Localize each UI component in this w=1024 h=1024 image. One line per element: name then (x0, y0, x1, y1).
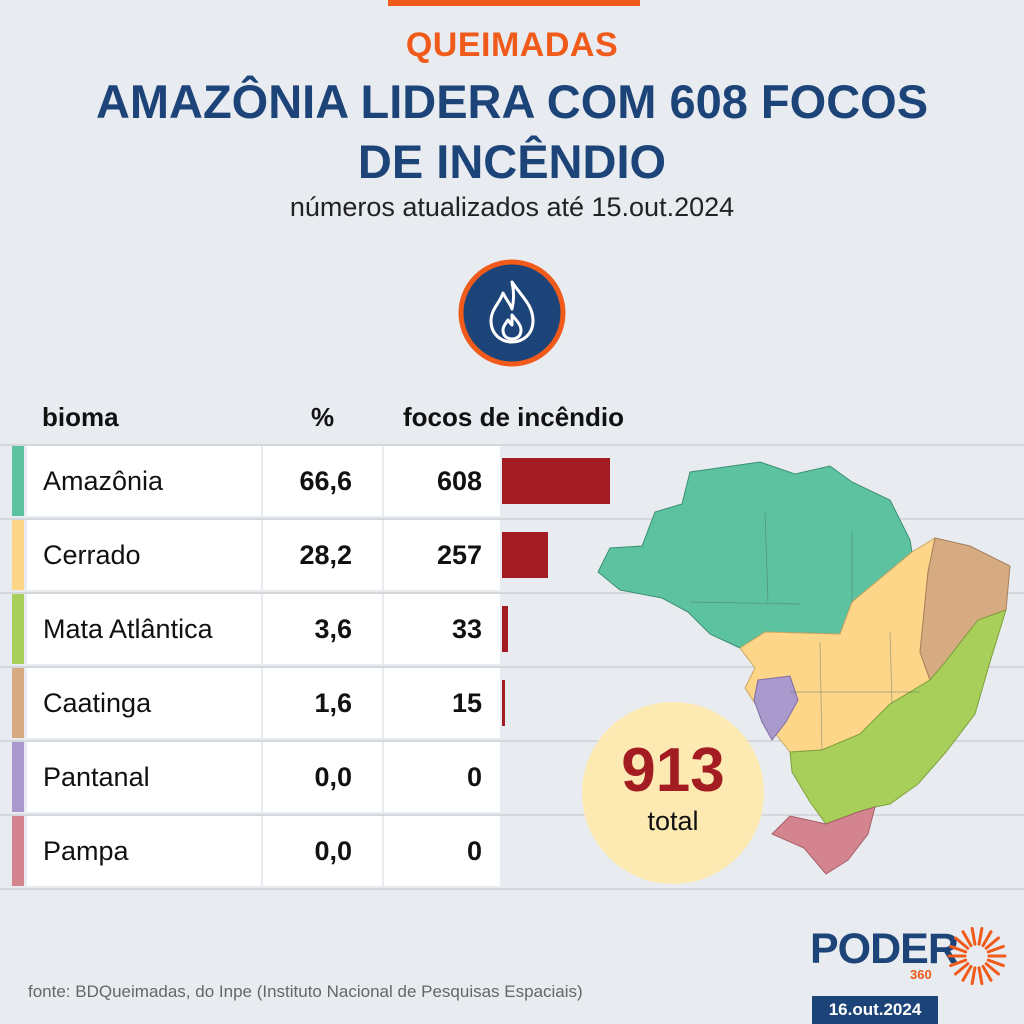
focos-value-cell: 0 (384, 816, 500, 886)
percent-value: 66,6 (299, 466, 352, 496)
biome-name: Pantanal (43, 762, 150, 792)
poder360-logo: PODER 360 (810, 925, 1010, 987)
biome-name-cell: Pampa (27, 816, 261, 886)
map-region-mata-atlantica (789, 609, 1007, 825)
bar-3 (502, 606, 508, 652)
bar-1 (502, 458, 610, 504)
page-title: AMAZÔNIA LIDERA COM 608 FOCOS DE INCÊNDI… (62, 72, 962, 192)
row-divider (0, 814, 1024, 816)
sun-icon (947, 926, 1007, 986)
kicker: QUEIMADAS (405, 26, 619, 64)
percent-value: 0,0 (314, 762, 352, 792)
top-accent-bar (388, 0, 640, 6)
biome-name-cell: Pantanal (27, 742, 261, 812)
map-region-pantanal (753, 675, 799, 741)
percent-value-cell: 0,0 (263, 816, 382, 886)
biome-color-swatch (12, 520, 24, 590)
focos-value-cell: 608 (384, 446, 500, 516)
biome-name-cell: Caatinga (27, 668, 261, 738)
total-value: 913 (621, 736, 725, 805)
percent-value: 3,6 (314, 614, 352, 644)
percent-value-cell: 1,6 (263, 668, 382, 738)
source-note: fonte: BDQueimadas, do Inpe (Instituto N… (28, 982, 583, 1001)
bar-2 (502, 532, 548, 578)
biome-color-swatch (12, 594, 24, 664)
row-divider (0, 518, 1024, 520)
biome-color-swatch (12, 446, 24, 516)
biome-name-cell: Amazônia (27, 446, 261, 516)
percent-value-cell: 0,0 (263, 742, 382, 812)
biome-color-swatch (12, 816, 24, 886)
total-badge: 913 total (582, 702, 764, 884)
row-divider (0, 740, 1024, 742)
biome-name: Pampa (43, 836, 129, 866)
percent-value-cell: 3,6 (263, 594, 382, 664)
row-divider (0, 888, 1024, 890)
focos-value-cell: 33 (384, 594, 500, 664)
focos-value-cell: 0 (384, 742, 500, 812)
row-divider (0, 666, 1024, 668)
map-region-pampa (771, 806, 876, 875)
focos-value-cell: 15 (384, 668, 500, 738)
biome-color-swatch (12, 742, 24, 812)
focos-value: 15 (451, 688, 482, 718)
percent-value-cell: 28,2 (263, 520, 382, 590)
biome-name-cell: Cerrado (27, 520, 261, 590)
focos-value: 0 (466, 836, 482, 866)
percent-value: 0,0 (314, 836, 352, 866)
percent-value-cell: 66,6 (263, 446, 382, 516)
column-header-focos: focos de incêndio (403, 402, 625, 432)
focos-value: 608 (436, 466, 482, 496)
date-badge: 16.out.2024 (812, 996, 938, 1024)
brazil-biome-map (597, 461, 1011, 875)
focos-value-cell: 257 (384, 520, 500, 590)
biome-name: Cerrado (43, 540, 141, 570)
subtitle: números atualizados até 15.out.2024 (289, 192, 735, 222)
percent-value: 28,2 (299, 540, 352, 570)
title-line-2: DE INCÊNDIO (357, 135, 667, 188)
flame-icon (458, 259, 566, 367)
biome-name: Amazônia (43, 466, 164, 496)
focos-value: 33 (451, 614, 482, 644)
focos-value: 257 (436, 540, 482, 570)
column-header-percent: % (311, 402, 335, 432)
biome-name: Caatinga (43, 688, 152, 718)
logo-sub: 360 (910, 967, 932, 982)
biome-color-swatch (12, 668, 24, 738)
percent-value: 1,6 (314, 688, 352, 718)
total-label: total (647, 806, 699, 836)
biome-name: Mata Atlântica (43, 614, 213, 644)
logo-wordmark: PODER (810, 925, 959, 973)
focos-value: 0 (466, 762, 482, 792)
row-divider (0, 592, 1024, 594)
row-divider (0, 444, 1024, 446)
title-line-1: AMAZÔNIA LIDERA COM 608 FOCOS (95, 75, 929, 128)
bar-4 (502, 680, 505, 726)
column-header-bioma: bioma (42, 402, 119, 432)
biome-name-cell: Mata Atlântica (27, 594, 261, 664)
